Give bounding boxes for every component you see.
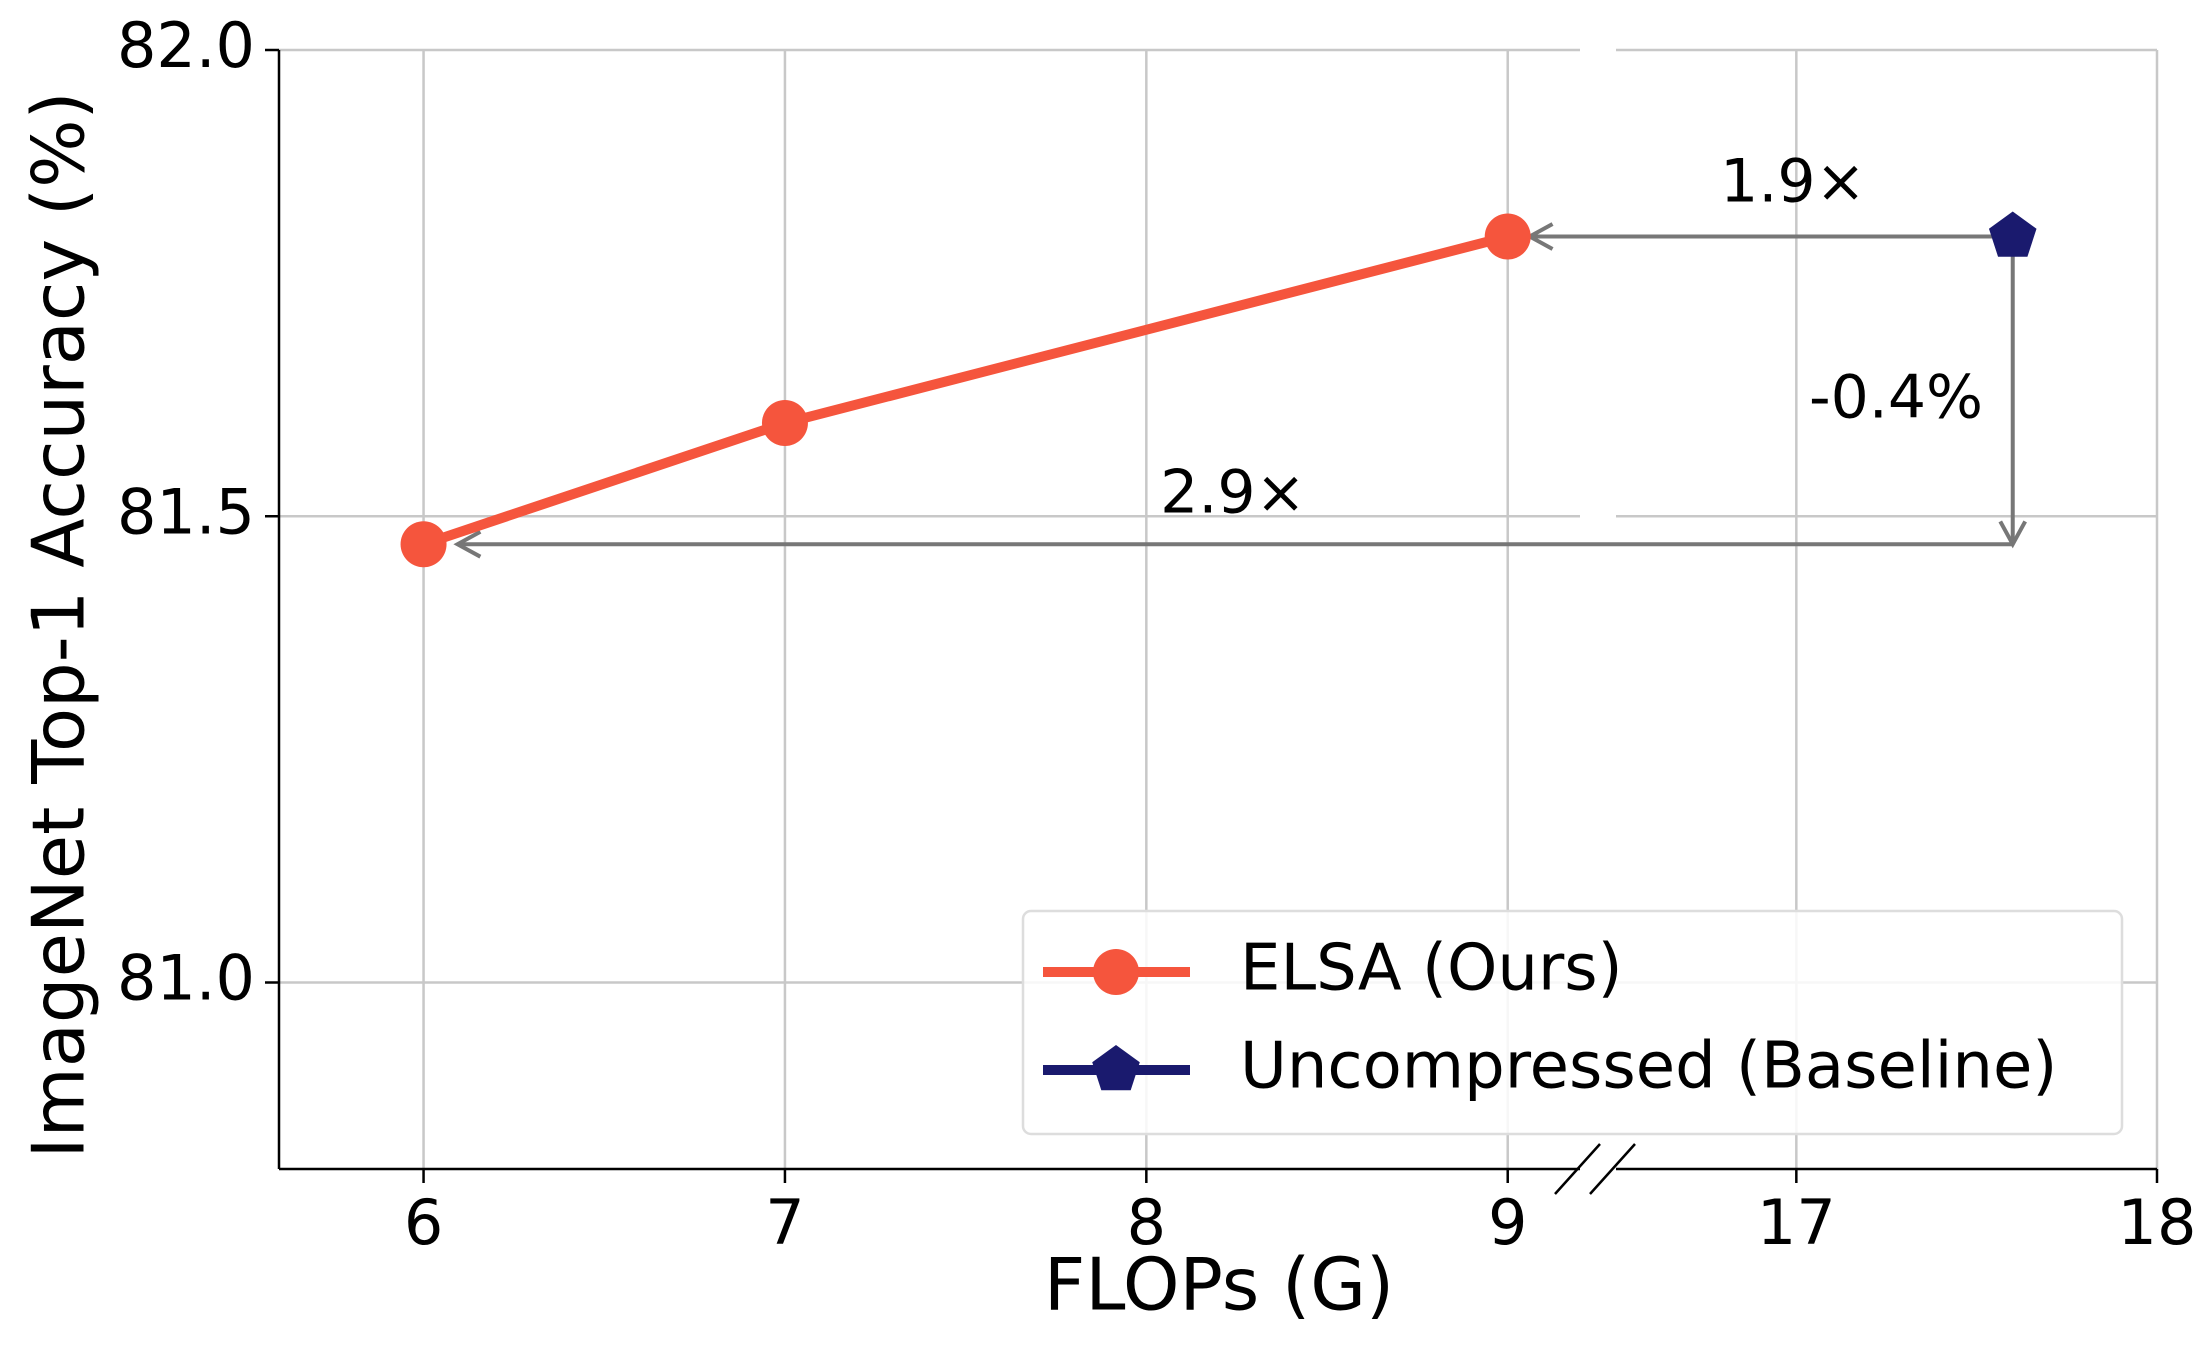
y-tick-label: 81.5 bbox=[117, 475, 255, 548]
x-tick-label: 8 bbox=[1127, 1186, 1166, 1259]
x-tick-label: 9 bbox=[1488, 1186, 1527, 1259]
legend bbox=[1021, 909, 2124, 1136]
x-tick-label: 17 bbox=[1757, 1186, 1836, 1259]
line bbox=[421, 231, 1509, 549]
x-tick-label: 18 bbox=[2118, 1186, 2197, 1259]
marker bbox=[1988, 211, 2037, 257]
marker bbox=[761, 400, 808, 446]
y-axis-label: ImageNet Top-1 Accuracy (%) bbox=[17, 91, 101, 1158]
marker bbox=[1484, 213, 1531, 260]
y-tick-label: 81.0 bbox=[117, 942, 255, 1015]
legend-label: Uncompressed (Baseline) bbox=[1240, 1030, 2057, 1104]
marker bbox=[400, 521, 447, 568]
legend-marker bbox=[1092, 1045, 1140, 1091]
y-tick-label: 82.0 bbox=[117, 9, 255, 82]
annotation: 1.9× bbox=[1720, 147, 1866, 217]
legend-marker bbox=[1093, 949, 1139, 995]
axis-break bbox=[1589, 1143, 1636, 1195]
annotation: 2.9× bbox=[1160, 458, 1306, 528]
axis-break bbox=[1554, 1143, 1601, 1195]
x-axis-label: FLOPs (G) bbox=[1044, 1243, 1394, 1327]
x-tick-label: 6 bbox=[404, 1186, 443, 1259]
legend-label: ELSA (Ours) bbox=[1240, 932, 1623, 1006]
annotation: -0.4% bbox=[1809, 363, 1983, 433]
x-tick-label: 7 bbox=[765, 1186, 804, 1259]
arrow-head bbox=[453, 530, 482, 559]
